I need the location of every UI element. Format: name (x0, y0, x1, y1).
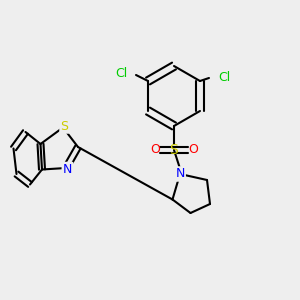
Text: S: S (169, 143, 178, 157)
Text: N: N (175, 167, 185, 181)
Text: O: O (188, 143, 198, 157)
Text: O: O (150, 143, 160, 157)
Text: S: S (61, 119, 68, 133)
Text: Cl: Cl (218, 71, 230, 85)
Text: Cl: Cl (115, 67, 127, 80)
Text: N: N (63, 163, 72, 176)
